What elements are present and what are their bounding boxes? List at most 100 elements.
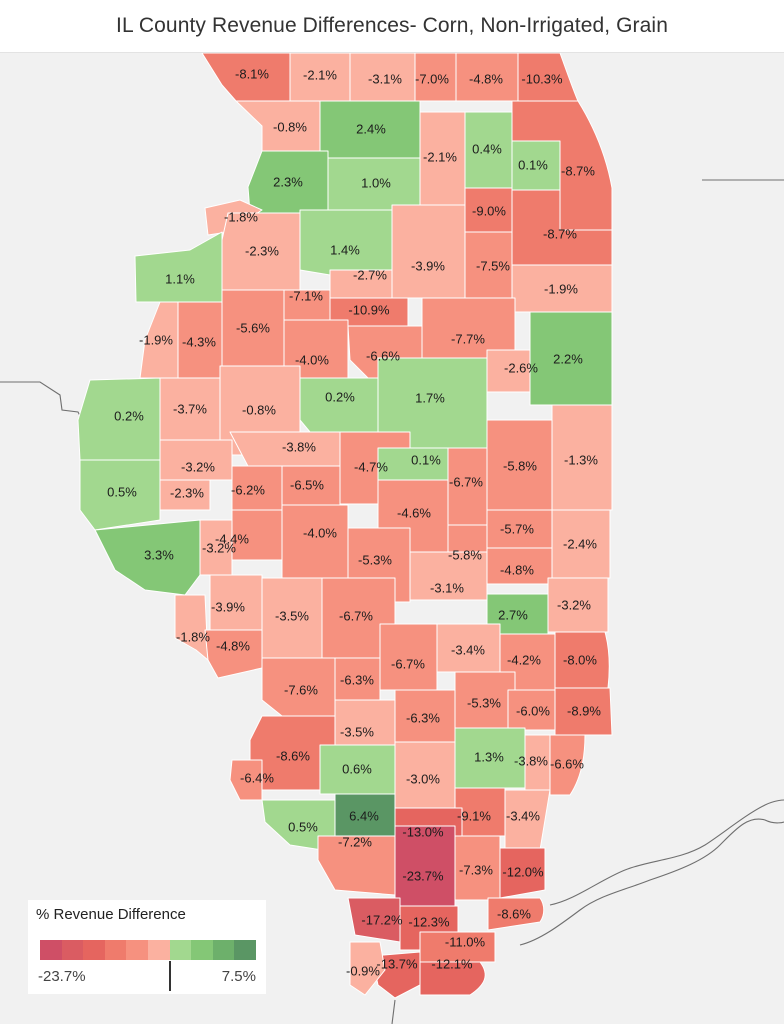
county-value-label: -5.6% (236, 320, 270, 335)
county-value-label: -3.2% (202, 540, 236, 555)
county-value-label: 0.5% (107, 484, 137, 499)
county-value-label: -6.7% (449, 474, 483, 489)
county-shape[interactable] (204, 629, 263, 679)
county-value-label: 0.5% (288, 819, 318, 834)
county-shape[interactable] (229, 759, 263, 801)
county-value-label: -4.2% (507, 652, 541, 667)
legend-step (126, 940, 148, 960)
county-value-label: 1.7% (415, 390, 445, 405)
county-value-label: -1.9% (544, 281, 578, 296)
legend-step (104, 940, 127, 960)
county-value-label: -12.3% (408, 914, 450, 929)
county-value-label: -4.8% (216, 638, 250, 653)
county-shape[interactable] (281, 504, 349, 579)
illinois-county-map[interactable]: -8.1% -2.1% -3.1% -7.0% -4.8% -10.3% -0.8% 2.4%… (0, 53, 784, 1024)
title-bar: IL County Revenue Differences- Corn, Non… (0, 0, 784, 53)
legend-title: % Revenue Difference (36, 906, 186, 923)
county-shape[interactable] (249, 715, 336, 791)
county-value-label: -13.7% (376, 956, 418, 971)
county-value-label: -8.6% (276, 748, 310, 763)
county-value-label: 1.3% (474, 749, 504, 764)
county-value-label: 6.4% (349, 808, 379, 823)
county-shape[interactable] (79, 459, 161, 531)
county-shape[interactable] (349, 941, 386, 996)
county-value-label: -2.3% (170, 485, 204, 500)
legend-max-label: 7.5% (221, 968, 256, 985)
counties-layer[interactable] (77, 53, 613, 999)
county-value-label: -5.8% (503, 458, 537, 473)
county-shape[interactable] (317, 835, 396, 896)
county-value-label: -6.7% (339, 608, 373, 623)
county-shape[interactable] (554, 687, 613, 736)
legend-step (61, 940, 84, 960)
county-shape[interactable] (391, 204, 466, 299)
county-value-label: 0.1% (411, 452, 441, 467)
county-value-label: -8.6% (497, 906, 531, 921)
county-value-label: -7.3% (459, 862, 493, 877)
county-value-label: -2.3% (245, 243, 279, 258)
county-value-label: -8.1% (235, 66, 269, 81)
county-value-label: -8.0% (563, 652, 597, 667)
county-value-label: -4.3% (182, 334, 216, 349)
county-shape[interactable] (499, 847, 546, 899)
county-shape[interactable] (261, 799, 336, 853)
county-value-label: -10.3% (521, 71, 563, 86)
county-shape[interactable] (299, 377, 379, 433)
county-value-label: 1.0% (361, 175, 391, 190)
county-value-label: -3.4% (451, 642, 485, 657)
county-value-label: -3.9% (411, 258, 445, 273)
county-value-label: -4.0% (295, 352, 329, 367)
county-value-label: -7.1% (289, 288, 323, 303)
county-value-label: -17.2% (361, 912, 403, 927)
county-shape[interactable] (174, 594, 209, 661)
county-value-label: -7.0% (415, 71, 449, 86)
county-shape[interactable] (159, 479, 211, 511)
county-value-label: 0.1% (518, 157, 548, 172)
county-value-label: -3.5% (275, 608, 309, 623)
county-value-label: -5.8% (448, 547, 482, 562)
county-value-label: -6.5% (290, 477, 324, 492)
county-value-label: -4.4% (215, 531, 249, 546)
county-shape[interactable] (134, 231, 223, 303)
county-value-label: -2.4% (563, 536, 597, 551)
legend-step (234, 940, 256, 960)
legend-step (191, 940, 213, 960)
county-value-label: 1.4% (330, 242, 360, 257)
county-value-label: 0.6% (342, 761, 372, 776)
map-area[interactable]: -8.1% -2.1% -3.1% -7.0% -4.8% -10.3% -0.8% 2.4%… (0, 53, 784, 1024)
county-value-label: -8.7% (561, 163, 595, 178)
county-value-label: -5.3% (358, 552, 392, 567)
county-value-label: -9.0% (472, 203, 506, 218)
county-value-label: 2.7% (498, 607, 528, 622)
county-value-label: -3.2% (557, 597, 591, 612)
county-value-label: -12.0% (502, 864, 544, 879)
county-value-label: -2.1% (303, 67, 337, 82)
legend-step (83, 940, 105, 960)
county-value-label: 0.2% (325, 389, 355, 404)
county-value-label: -4.6% (397, 505, 431, 520)
county-value-label: 2.4% (356, 121, 386, 136)
legend-zero-marker (169, 961, 171, 991)
county-value-label: -9.1% (457, 808, 491, 823)
county-value-label: -0.8% (242, 402, 276, 417)
county-value-label: -1.8% (224, 209, 258, 224)
county-shape[interactable] (549, 734, 586, 796)
county-value-label: -1.9% (139, 332, 173, 347)
county-value-label: -6.6% (550, 756, 584, 771)
county-value-label: -3.8% (282, 439, 316, 454)
county-value-label: -5.7% (500, 521, 534, 536)
county-shape[interactable] (487, 897, 545, 931)
county-value-label: -7.5% (476, 258, 510, 273)
county-shape[interactable] (547, 577, 609, 633)
legend-min-label: -23.7% (38, 968, 86, 985)
neighbor-state-border (0, 381, 86, 426)
county-value-label: -7.6% (284, 682, 318, 697)
county-shape[interactable] (419, 961, 486, 996)
county-value-label: 2.2% (553, 351, 583, 366)
river-line (391, 999, 396, 1024)
county-value-label: -6.3% (406, 710, 440, 725)
county-value-label: -4.8% (500, 562, 534, 577)
legend-step (40, 940, 62, 960)
county-value-label: -8.7% (543, 226, 577, 241)
county-value-label: -11.0% (445, 934, 486, 949)
